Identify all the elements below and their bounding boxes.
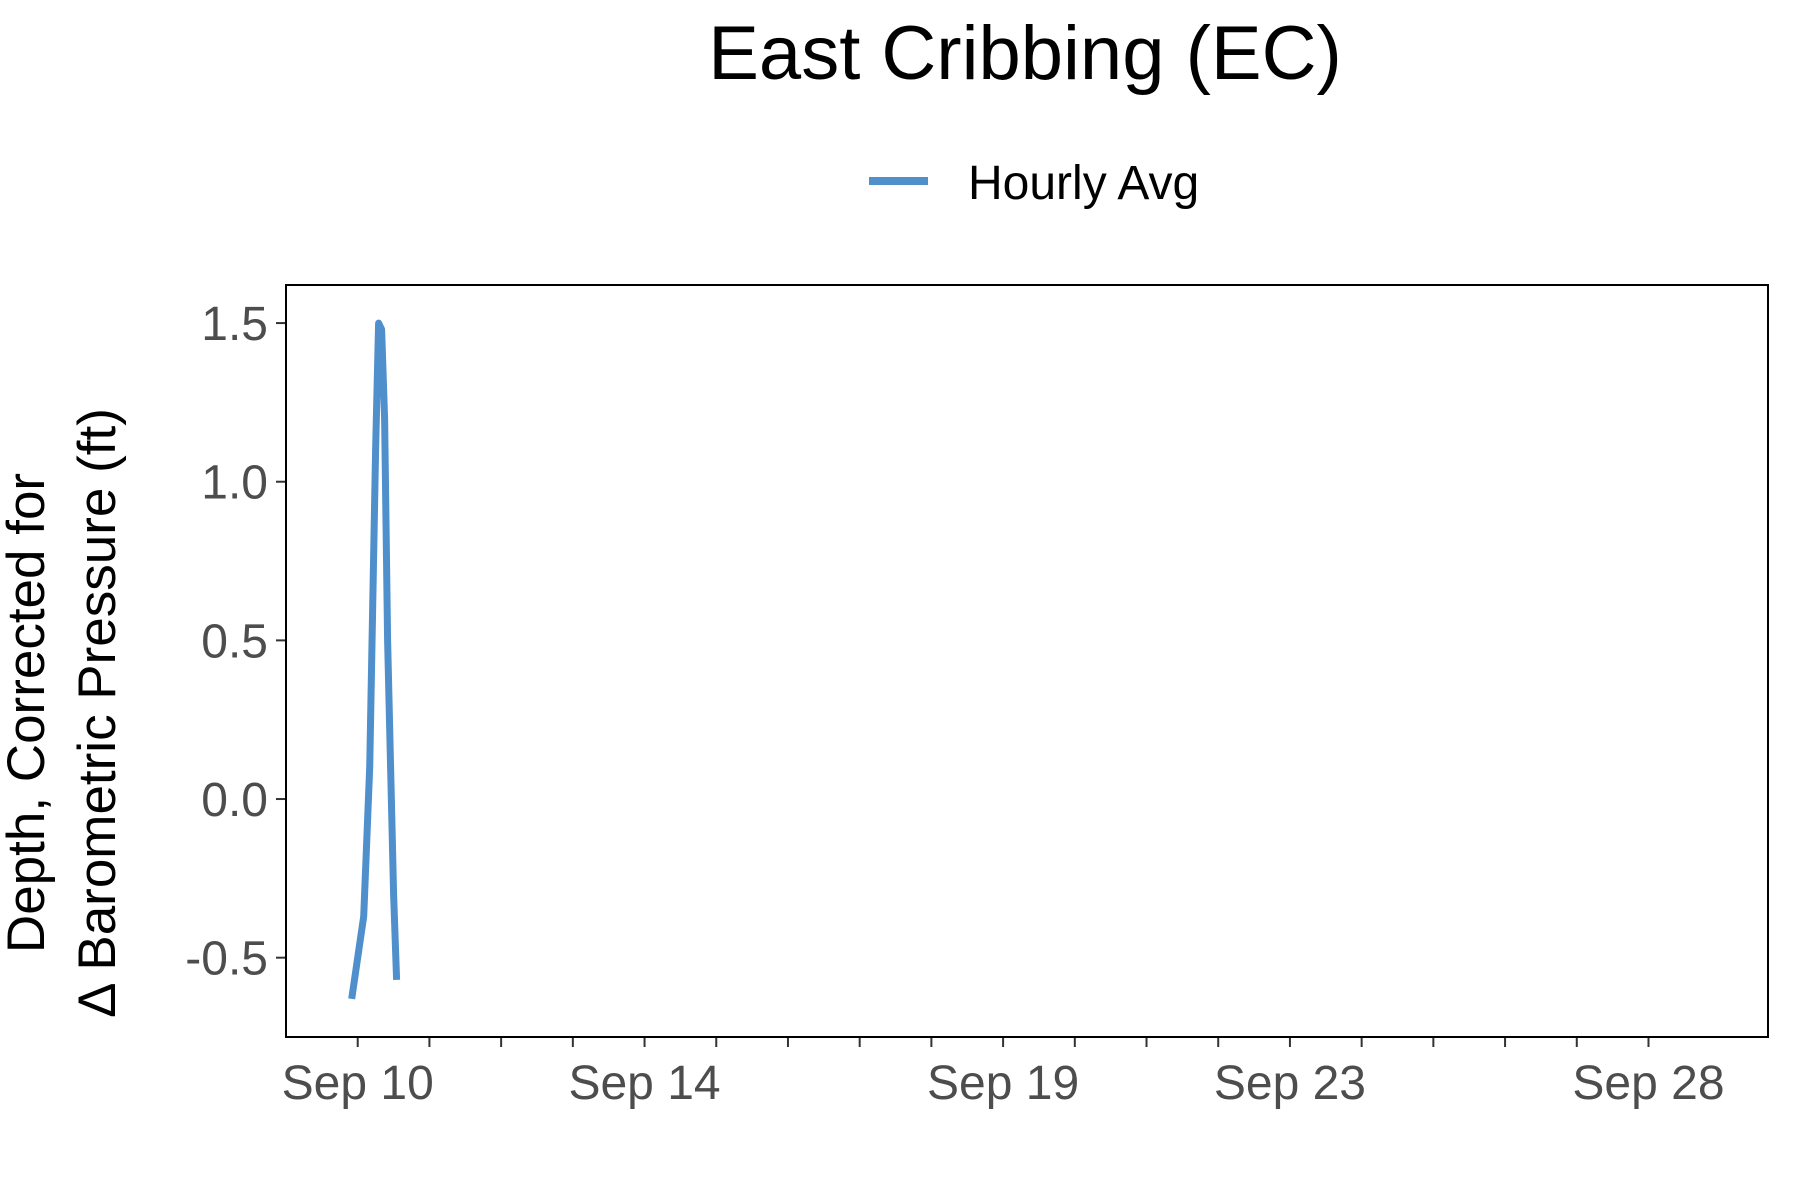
x-tick-label: Sep 28 bbox=[1572, 1057, 1724, 1110]
y-tick-label: -0.5 bbox=[185, 933, 268, 986]
y-axis-title-line-2: Δ Barometric Pressure (ft) bbox=[68, 408, 127, 1018]
legend-label: Hourly Avg bbox=[968, 157, 1199, 210]
plot-panel-border bbox=[285, 284, 1769, 1038]
y-tick-label: 1.5 bbox=[201, 298, 268, 351]
chart-title: East Cribbing (EC) bbox=[708, 11, 1342, 96]
y-tick-label: 1.0 bbox=[201, 457, 268, 510]
y-tick-label: 0.0 bbox=[201, 774, 268, 827]
legend: Hourly Avg bbox=[869, 157, 1199, 210]
y-tick-label: 0.5 bbox=[201, 615, 268, 668]
x-tick-label: Sep 10 bbox=[282, 1057, 434, 1110]
x-tick-label: Sep 23 bbox=[1214, 1057, 1366, 1110]
series-line-hourly-avg bbox=[348, 319, 401, 1000]
y-axis-title: Depth, Corrected for Δ Barometric Pressu… bbox=[0, 408, 127, 1018]
x-tick-label: Sep 14 bbox=[568, 1057, 720, 1110]
x-tick-label: Sep 19 bbox=[927, 1057, 1079, 1110]
y-axis-title-line-1: Depth, Corrected for bbox=[0, 473, 56, 953]
